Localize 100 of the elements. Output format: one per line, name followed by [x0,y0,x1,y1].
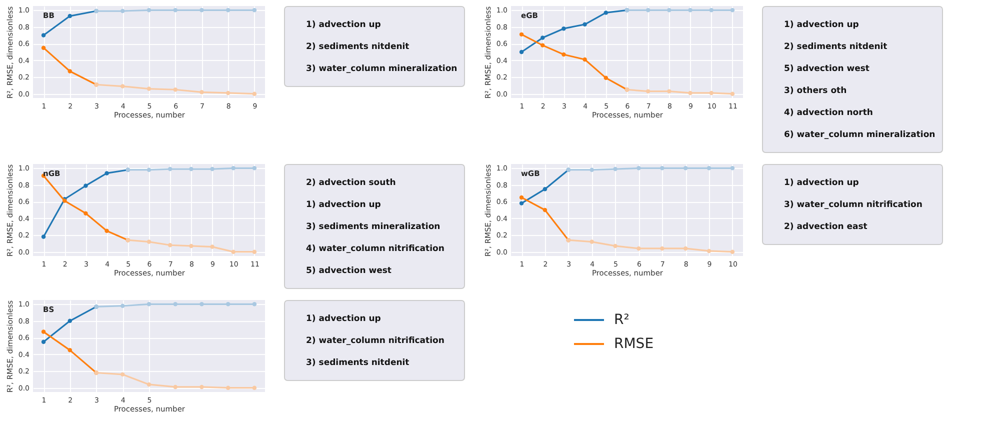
point [252,250,257,254]
text: 4) advection north [784,108,873,118]
point [252,8,257,12]
point [146,240,152,244]
point [582,57,587,62]
point [120,84,125,88]
legend-label: RMSE [614,336,654,352]
point [660,166,664,170]
point [540,36,545,40]
text: 2) sediments nitdenit [306,42,410,52]
point [688,8,692,12]
text: 3) water_column mineralization [306,64,458,74]
point [189,166,194,172]
point [613,244,618,248]
point [146,302,152,306]
point [590,168,594,172]
text: 4) water_column nitrification [306,244,444,254]
point [84,211,88,216]
text: 3) water_column nitrification [784,200,922,210]
point [252,386,257,390]
text: 3) sediments mineralization [306,222,440,232]
point [667,89,672,94]
point [168,166,172,172]
point [683,166,688,170]
point [519,201,524,206]
text: 3) sediments nitdenit [306,358,410,368]
point [604,10,608,15]
point [226,386,230,390]
point [173,302,178,306]
point [68,318,72,324]
point [200,8,204,12]
text: 1) advection up [306,314,381,324]
point [200,90,204,94]
point [636,246,641,251]
point [104,228,109,234]
point [519,32,524,37]
point [683,246,688,251]
point [660,246,664,251]
point [68,14,72,18]
point [667,8,672,12]
text: 1) advection up [784,20,859,30]
point [200,384,204,390]
point [709,90,714,96]
point [706,248,712,254]
point [231,250,236,254]
point [41,234,46,239]
point [730,8,735,12]
point [646,8,650,12]
point [231,166,236,170]
point [613,166,618,172]
point [173,88,178,92]
point [562,52,566,57]
point [68,69,72,74]
point [582,22,587,27]
point [252,92,257,96]
point [120,304,125,308]
point [540,43,545,48]
point [146,8,152,12]
point [730,166,735,170]
point [519,195,524,200]
point [226,90,230,96]
point [146,168,152,172]
point [41,46,46,50]
text: 2) sediments nitdenit [784,42,888,52]
point [590,240,594,244]
point [709,8,714,12]
point [636,166,641,170]
point [688,90,692,96]
point [41,33,46,38]
point [84,184,88,188]
text: 5) advection west [784,64,870,74]
text: 2) advection south [306,178,396,188]
point [542,208,548,212]
point [706,166,712,170]
point [210,166,214,172]
point [120,372,125,377]
point [210,244,214,249]
point [730,250,735,254]
text: 1) advection up [784,178,859,188]
point [646,89,650,94]
point [519,50,524,54]
point [604,76,608,80]
point [168,243,172,248]
point [68,348,72,352]
text: 2) advection east [784,222,868,232]
point [200,302,204,306]
point [226,302,230,306]
text: 3) others oth [784,86,847,96]
point [542,186,548,192]
point [173,8,178,12]
point [146,382,152,387]
point [562,26,566,31]
point [226,8,230,12]
point [120,8,125,14]
text: 1) advection up [306,20,381,30]
text: 1) advection up [306,200,381,210]
text: 2) water_column nitrification [306,336,444,346]
point [252,166,257,170]
legend-label: R² [614,312,630,328]
text: 5) advection west [306,266,392,276]
